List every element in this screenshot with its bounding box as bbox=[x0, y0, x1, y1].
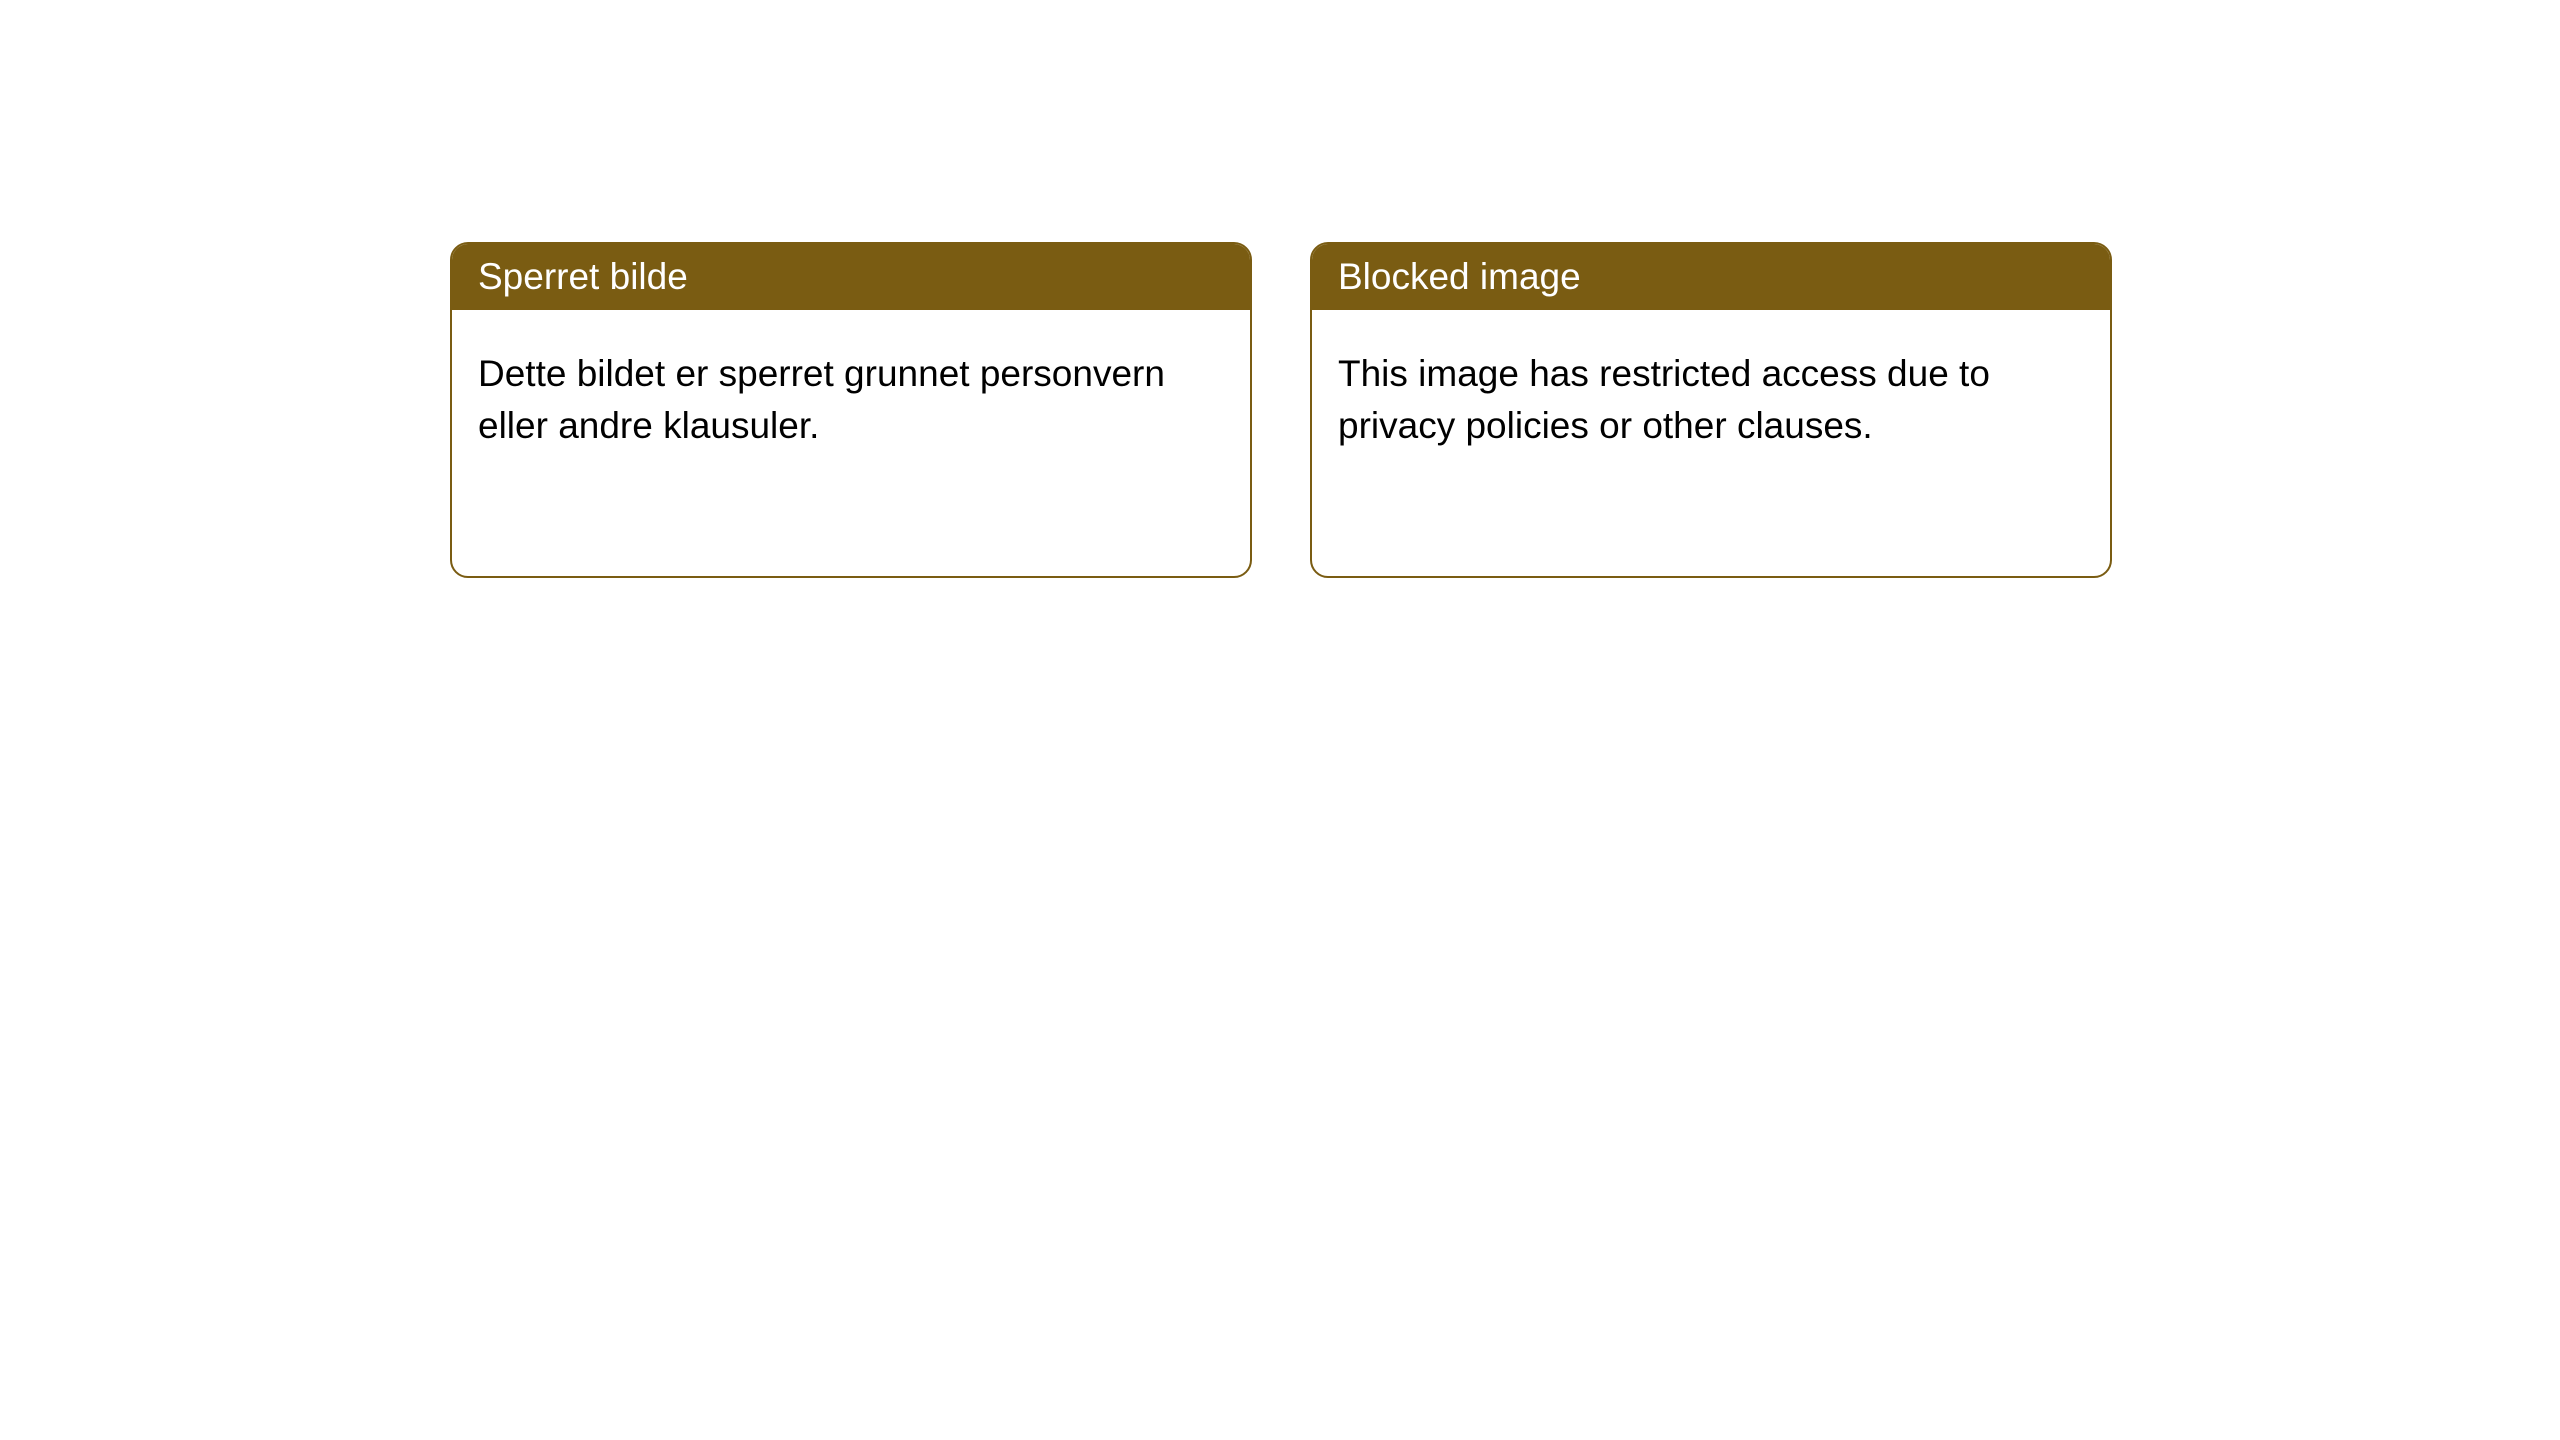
notice-body-text: Dette bildet er sperret grunnet personve… bbox=[478, 353, 1165, 446]
notice-body-text: This image has restricted access due to … bbox=[1338, 353, 1990, 446]
notice-header: Blocked image bbox=[1312, 244, 2110, 310]
notice-body: This image has restricted access due to … bbox=[1312, 310, 2110, 490]
notice-title: Blocked image bbox=[1338, 256, 1581, 297]
notice-title: Sperret bilde bbox=[478, 256, 688, 297]
notice-body: Dette bildet er sperret grunnet personve… bbox=[452, 310, 1250, 490]
notice-header: Sperret bilde bbox=[452, 244, 1250, 310]
notice-card-norwegian: Sperret bilde Dette bildet er sperret gr… bbox=[450, 242, 1252, 578]
notices-container: Sperret bilde Dette bildet er sperret gr… bbox=[450, 242, 2560, 578]
notice-card-english: Blocked image This image has restricted … bbox=[1310, 242, 2112, 578]
